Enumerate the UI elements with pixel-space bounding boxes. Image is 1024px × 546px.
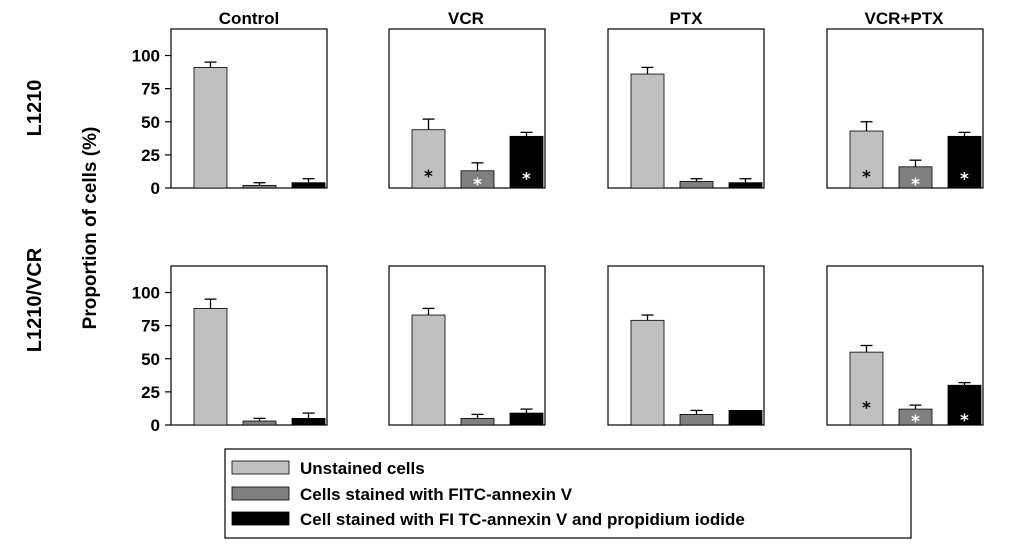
- bar-annexin-pi: [947, 135, 982, 189]
- significance-star: *: [862, 167, 871, 187]
- y-tick-label: 25: [141, 383, 160, 402]
- legend-swatch-annexin-pi: [231, 511, 290, 526]
- bar-unstained: [849, 130, 884, 189]
- significance-star: *: [911, 412, 920, 432]
- panel-r1-c3: * * *: [826, 265, 984, 432]
- row-label-l1210-vcr: L1210/VCR: [24, 247, 46, 352]
- bar-annexin-pi: [509, 412, 544, 426]
- y-tick-label: 25: [141, 146, 160, 165]
- bar-annexin: [242, 420, 277, 426]
- y-tick-label: 50: [141, 113, 160, 132]
- bar-annexin-pi: [728, 410, 763, 426]
- bar-unstained: [193, 67, 228, 189]
- column-title-vcr: VCR: [448, 9, 484, 28]
- panel-r0-c0: 0 25 50 75 100: [132, 28, 328, 198]
- bar-unstained: [849, 351, 884, 426]
- legend: Unstained cells Cells stained with FITC-…: [224, 448, 912, 539]
- y-tick-label: 100: [132, 47, 160, 66]
- bar-annexin-pi: [509, 135, 544, 189]
- bar-unstained: [411, 129, 446, 189]
- column-title-vcr-ptx: VCR+PTX: [865, 9, 945, 28]
- bar-annexin: [679, 413, 714, 426]
- panel-r1-c1: [388, 265, 546, 426]
- significance-star: *: [862, 398, 871, 418]
- significance-star: *: [424, 167, 433, 187]
- significance-star: *: [911, 175, 920, 195]
- significance-star: *: [522, 169, 531, 189]
- y-axis-label: Proportion of cells (%): [80, 127, 101, 330]
- panel-r1-c0: 0 25 50 75 100: [132, 265, 328, 435]
- legend-label-annexin-pi: Cell stained with FI TC-annexin V and pr…: [300, 510, 745, 529]
- y-tick-label: 75: [141, 80, 160, 99]
- legend-label-annexin: Cells stained with FITC-annexin V: [300, 485, 573, 504]
- bar-annexin: [242, 184, 277, 189]
- column-title-ptx: PTX: [669, 9, 703, 28]
- y-tick-label: 75: [141, 317, 160, 336]
- panel-r0-c3: * * *: [826, 28, 984, 195]
- legend-swatch-annexin: [231, 486, 290, 501]
- row-label-l1210: L1210: [24, 80, 46, 137]
- panel-r1-c2: [607, 265, 765, 426]
- bar-annexin: [460, 170, 495, 189]
- bar-annexin: [898, 166, 933, 189]
- significance-star: *: [960, 411, 969, 431]
- significance-star: *: [960, 169, 969, 189]
- legend-label-unstained: Unstained cells: [300, 459, 425, 478]
- significance-star: *: [473, 175, 482, 195]
- y-tick-label: 50: [141, 350, 160, 369]
- bar-annexin: [898, 408, 933, 426]
- panel-r0-c1: * * *: [388, 28, 546, 195]
- panels-group: 0 25 50 75 100 * * * * * * 0 25 50 75 100 * * *: [132, 28, 984, 435]
- panel-r0-c2: [607, 28, 765, 189]
- bar-annexin-pi: [291, 182, 326, 189]
- legend-border: [224, 448, 912, 539]
- y-tick-label: 0: [151, 416, 160, 435]
- bar-annexin: [460, 417, 495, 426]
- bar-unstained: [411, 314, 446, 426]
- bar-annexin-pi: [291, 417, 326, 426]
- bar-annexin: [679, 180, 714, 189]
- bar-unstained: [630, 319, 665, 426]
- legend-swatch-unstained: [231, 460, 290, 475]
- y-tick-label: 0: [151, 179, 160, 198]
- bar-annexin-pi: [728, 182, 763, 189]
- bar-unstained: [630, 73, 665, 189]
- y-tick-label: 100: [132, 284, 160, 303]
- bar-unstained: [193, 307, 228, 426]
- column-title-control: Control: [219, 9, 279, 28]
- bar-annexin-pi: [947, 384, 982, 426]
